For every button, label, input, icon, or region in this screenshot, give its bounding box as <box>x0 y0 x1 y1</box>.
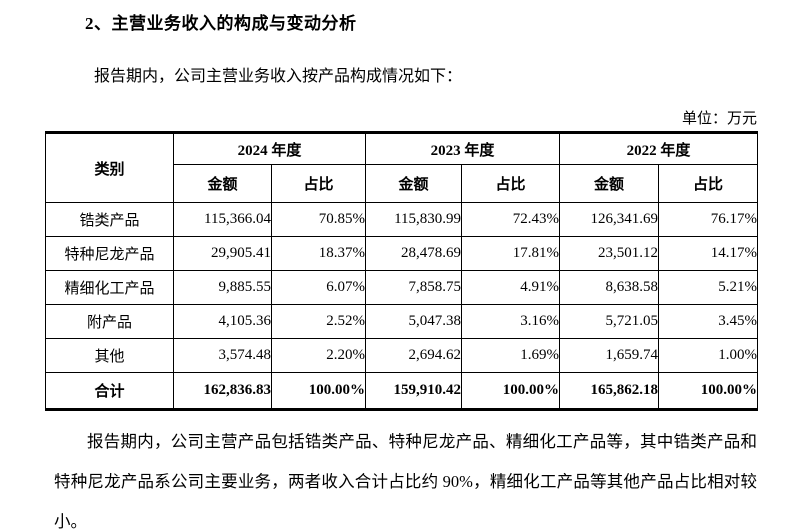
table-row: 其他 3,574.48 2.20% 2,694.62 1.69% 1,659.7… <box>45 338 759 373</box>
table-row: 锆类产品 115,366.04 70.85% 115,830.99 72.43%… <box>45 202 759 237</box>
cell-amount-2023: 5,047.38 <box>365 304 463 339</box>
cell-ratio-2024: 6.07% <box>270 270 367 305</box>
cell-ratio-2024: 2.20% <box>270 338 367 373</box>
cell-amount-2023: 28,478.69 <box>365 236 463 271</box>
cell-ratio-2023: 72.43% <box>461 202 561 237</box>
cell-amount-2022: 5,721.05 <box>559 304 660 339</box>
cell-ratio-2023: 17.81% <box>461 236 561 271</box>
cell-ratio-2024: 18.37% <box>270 236 367 271</box>
cell-amount-2024: 9,885.55 <box>173 270 272 305</box>
col-header-amount-2023: 金额 <box>365 164 463 203</box>
col-header-year-2024: 2024 年度 <box>172 132 367 165</box>
cell-ratio-2024: 2.52% <box>270 304 367 339</box>
cell-ratio-2022: 5.21% <box>658 270 759 305</box>
summary-paragraph: 报告期内，公司主营产品包括锆类产品、特种尼龙产品、精细化工产品等，其中锆类产品和… <box>54 432 757 530</box>
cell-ratio-2022: 76.17% <box>658 202 759 237</box>
cell-amount-2024: 115,366.04 <box>173 202 272 237</box>
col-header-ratio-2024: 占比 <box>270 164 367 203</box>
col-header-category: 类别 <box>45 132 174 203</box>
cell-amount-2024: 4,105.36 <box>173 304 272 339</box>
cell-ratio-2023: 1.69% <box>461 338 561 373</box>
cell-amount-2024: 162,836.83 <box>173 372 272 410</box>
cell-category: 特种尼龙产品 <box>45 236 174 271</box>
table-header-row-years: 类别 2024 年度 2023 年度 2022 年度 <box>45 132 759 203</box>
cell-category-total: 合计 <box>45 372 174 410</box>
cell-amount-2022: 126,341.69 <box>559 202 660 237</box>
cell-amount-2022: 1,659.74 <box>559 338 660 373</box>
cell-ratio-2022: 1.00% <box>658 338 759 373</box>
table-total-row: 合计 162,836.83 100.00% 159,910.42 100.00%… <box>45 372 759 410</box>
col-header-year-2023: 2023 年度 <box>365 132 561 165</box>
cell-ratio-2023: 3.16% <box>461 304 561 339</box>
cell-category: 附产品 <box>45 304 174 339</box>
col-header-amount-2024: 金额 <box>173 164 272 203</box>
cell-ratio-2024: 70.85% <box>270 202 367 237</box>
table-header-row-metrics: 金额 占比 金额 占比 金额 占比 <box>46 164 759 203</box>
revenue-composition-table: 类别 2024 年度 2023 年度 2022 年度 金额 占比 金额 占比 金… <box>45 131 759 411</box>
cell-category: 其他 <box>45 338 174 373</box>
cell-amount-2024: 29,905.41 <box>173 236 272 271</box>
table-row: 附产品 4,105.36 2.52% 5,047.38 3.16% 5,721.… <box>45 304 759 339</box>
cell-ratio-2022: 100.00% <box>658 372 759 410</box>
cell-category: 精细化工产品 <box>45 270 174 305</box>
intro-paragraph: 报告期内，公司主营业务收入按产品构成情况如下： <box>94 68 463 85</box>
cell-amount-2023: 2,694.62 <box>365 338 463 373</box>
cell-ratio-2022: 3.45% <box>658 304 759 339</box>
cell-category: 锆类产品 <box>45 202 174 237</box>
cell-ratio-2022: 14.17% <box>658 236 759 271</box>
unit-label: 单位：万元 <box>681 111 757 127</box>
col-header-ratio-2022: 占比 <box>658 164 759 203</box>
section-heading: 2、主营业务收入的构成与变动分析 <box>85 14 357 33</box>
cell-amount-2023: 159,910.42 <box>365 372 463 410</box>
col-header-ratio-2023: 占比 <box>461 164 561 203</box>
cell-ratio-2023: 4.91% <box>461 270 561 305</box>
cell-amount-2023: 7,858.75 <box>365 270 463 305</box>
col-header-amount-2022: 金额 <box>559 164 660 203</box>
cell-ratio-2024: 100.00% <box>270 372 367 410</box>
cell-amount-2022: 23,501.12 <box>559 236 660 271</box>
cell-amount-2023: 115,830.99 <box>365 202 463 237</box>
col-header-year-2022: 2022 年度 <box>559 132 759 165</box>
cell-amount-2022: 8,638.58 <box>559 270 660 305</box>
cell-amount-2022: 165,862.18 <box>559 372 660 410</box>
cell-ratio-2023: 100.00% <box>461 372 561 410</box>
table-row: 特种尼龙产品 29,905.41 18.37% 28,478.69 17.81%… <box>45 236 759 271</box>
cell-amount-2024: 3,574.48 <box>173 338 272 373</box>
table-row: 精细化工产品 9,885.55 6.07% 7,858.75 4.91% 8,6… <box>45 270 759 305</box>
